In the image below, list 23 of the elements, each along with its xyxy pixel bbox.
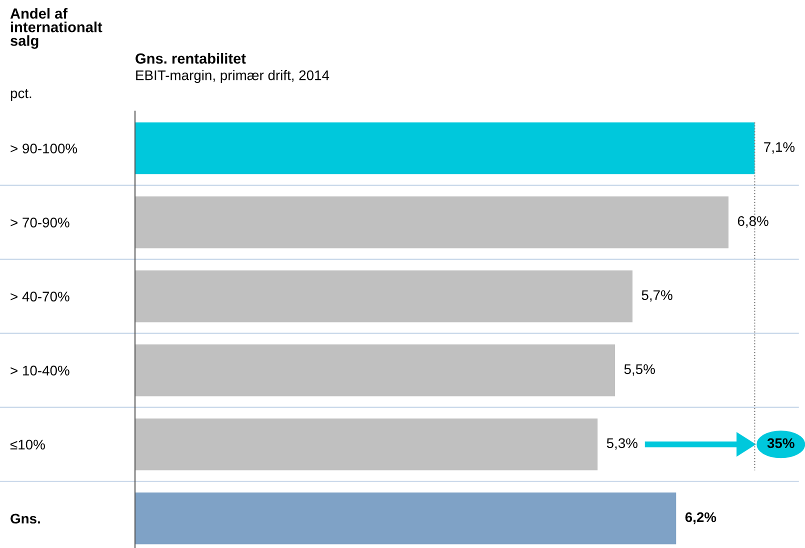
bar (135, 492, 676, 544)
y-tick-label: ≤10% (10, 440, 45, 450)
data-label: 5,7% (642, 290, 672, 302)
chart-title: Gns. rentabilitet (136, 53, 246, 64)
bar (135, 196, 728, 248)
data-label: 5,3% (606, 438, 638, 450)
y-tick-label: > 90-100% (10, 144, 78, 154)
bar (135, 122, 755, 174)
bar (135, 270, 632, 322)
y-tick-label: > 40-70% (10, 292, 70, 302)
text: pct. (10, 89, 32, 101)
chart-subtitle: EBIT-margin, primær drift, 2014 (136, 70, 330, 83)
y-axis-title: Andel af internationalt salg (10, 8, 102, 49)
y-tick-label: Gns. (10, 514, 40, 524)
data-label: 6,2% (685, 512, 716, 524)
bar (135, 418, 598, 470)
data-label: 7,1% (764, 142, 795, 154)
data-label: 5,5% (624, 364, 655, 376)
data-label: 6,8% (738, 216, 768, 228)
y-tick-label: > 70-90% (10, 218, 70, 228)
y-tick-label: > 10-40% (10, 366, 70, 376)
annotation: 35% (767, 438, 794, 448)
bar (135, 344, 616, 396)
